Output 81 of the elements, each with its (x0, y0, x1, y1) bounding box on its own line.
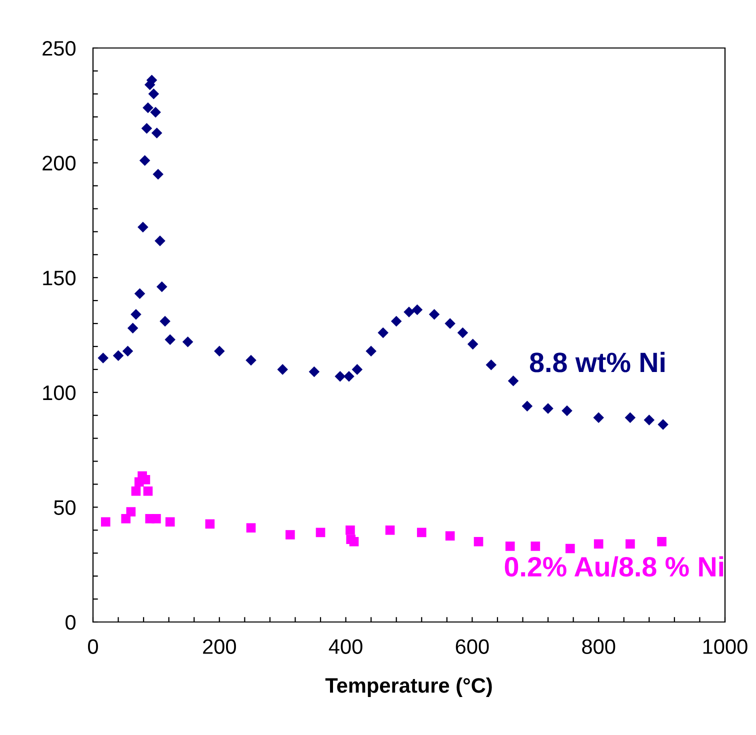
point (98, 352, 108, 364)
point (593, 412, 604, 424)
point (165, 517, 175, 527)
point (277, 364, 288, 375)
point (390, 316, 402, 327)
point (644, 414, 655, 426)
point (334, 370, 346, 382)
point (142, 102, 154, 114)
point (626, 539, 635, 549)
point (412, 304, 423, 316)
point (246, 354, 256, 366)
point (416, 528, 426, 538)
point (112, 350, 124, 362)
point (344, 370, 354, 382)
point (474, 536, 484, 546)
point (530, 542, 540, 551)
x-tick-label: 800 (582, 639, 616, 654)
point (126, 507, 136, 516)
point (562, 405, 572, 416)
point (130, 308, 142, 320)
point (141, 122, 152, 134)
point (150, 106, 161, 118)
point (182, 336, 194, 348)
point (486, 359, 497, 370)
point (286, 530, 295, 540)
point (385, 526, 395, 535)
point (404, 306, 414, 318)
point (542, 403, 554, 414)
point (352, 364, 363, 375)
y-tick-label: 250 (42, 41, 76, 56)
point (154, 235, 166, 246)
point (366, 346, 376, 356)
point (151, 128, 162, 138)
point (246, 523, 256, 533)
point (457, 327, 468, 338)
point (164, 334, 176, 345)
y-tick-label: 0 (66, 615, 76, 630)
point (505, 542, 515, 551)
point (152, 168, 164, 180)
point (139, 155, 150, 166)
y-tick-label: 200 (42, 156, 76, 171)
y-tick-label: 150 (43, 270, 76, 286)
point (346, 526, 355, 535)
point (444, 318, 456, 329)
point (160, 316, 170, 327)
point (658, 419, 668, 430)
point (594, 539, 604, 549)
point (131, 486, 141, 496)
point (127, 322, 138, 334)
point (657, 536, 666, 546)
point (508, 376, 519, 386)
x-axis-title: Temperature (°C) (325, 678, 492, 697)
point (152, 514, 161, 524)
x-tick-label: 600 (456, 639, 489, 654)
point (100, 517, 110, 527)
point (156, 281, 168, 292)
point (467, 338, 478, 350)
x-tick-label: 400 (328, 639, 362, 654)
point (624, 412, 636, 424)
point (522, 400, 533, 412)
point (138, 222, 148, 232)
series-label: 8.8 wt% Ni (530, 352, 664, 372)
point (445, 531, 455, 541)
x-tick-label: 0 (88, 639, 98, 654)
point (349, 536, 359, 546)
point (316, 528, 326, 538)
point (134, 288, 146, 300)
series-label: 0.2% Au/8.8 % Ni (504, 556, 724, 577)
point (122, 346, 134, 356)
point (205, 519, 215, 529)
point (214, 346, 225, 356)
point (428, 308, 440, 320)
point (308, 366, 320, 378)
point (566, 544, 575, 554)
y-tick-label: 50 (54, 500, 76, 515)
y-tick-label: 100 (43, 385, 76, 400)
point (143, 486, 153, 496)
point (378, 327, 388, 338)
point (148, 88, 160, 100)
x-tick-label: 200 (203, 639, 236, 654)
x-tick-label: 1000 (703, 639, 748, 654)
